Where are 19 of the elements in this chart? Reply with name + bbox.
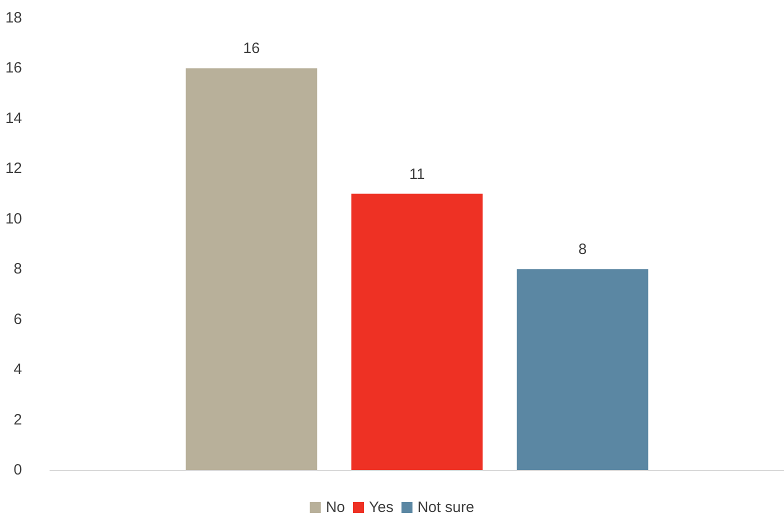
legend-label: No xyxy=(326,499,346,516)
y-tick-label: 16 xyxy=(5,60,22,77)
y-tick-label: 18 xyxy=(5,10,22,26)
y-tick-label: 4 xyxy=(14,361,22,378)
y-tick-label: 12 xyxy=(5,160,22,178)
y-tick-label: 8 xyxy=(14,260,22,278)
y-tick-label: 0 xyxy=(14,462,22,478)
data-label: 8 xyxy=(578,241,587,258)
data-label: 16 xyxy=(243,40,260,58)
legend-label: Yes xyxy=(369,499,394,516)
data-label: 11 xyxy=(409,166,425,183)
bar xyxy=(351,194,483,470)
y-tick-label: 2 xyxy=(14,411,22,428)
bar xyxy=(516,269,648,470)
y-tick-label: 14 xyxy=(5,110,22,127)
bar xyxy=(186,68,318,470)
y-tick-label: 6 xyxy=(14,310,22,328)
legend-label: Not sure xyxy=(417,499,474,516)
y-tick-label: 10 xyxy=(5,210,22,228)
